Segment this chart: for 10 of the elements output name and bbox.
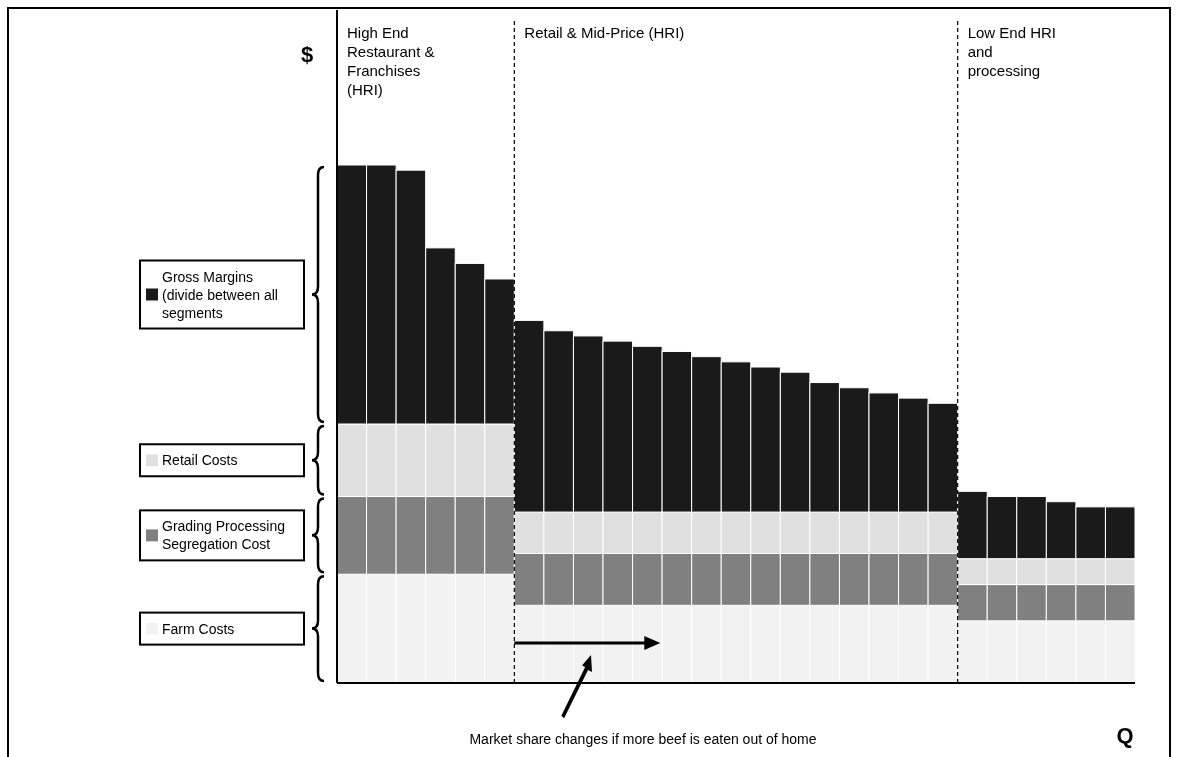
legend-label: Gross Margins (divide between all segments [162,268,278,321]
text: Market share changes if more beef is eaten out of home [469,731,817,747]
x-axis-title: Q [1116,723,1134,748]
text: Retail & Mid-Price (HRI) [524,24,685,41]
text: Low End HRI and processing [967,24,1057,79]
legend-label: Farm Costs [162,620,235,637]
legend-label: Retail Costs [162,452,238,469]
legend-label: Grading Processing Segregation Cost [162,518,285,553]
y-axis-title: $ [300,42,314,67]
text: High End Restaurant & Franchises (HRI) [347,24,435,98]
